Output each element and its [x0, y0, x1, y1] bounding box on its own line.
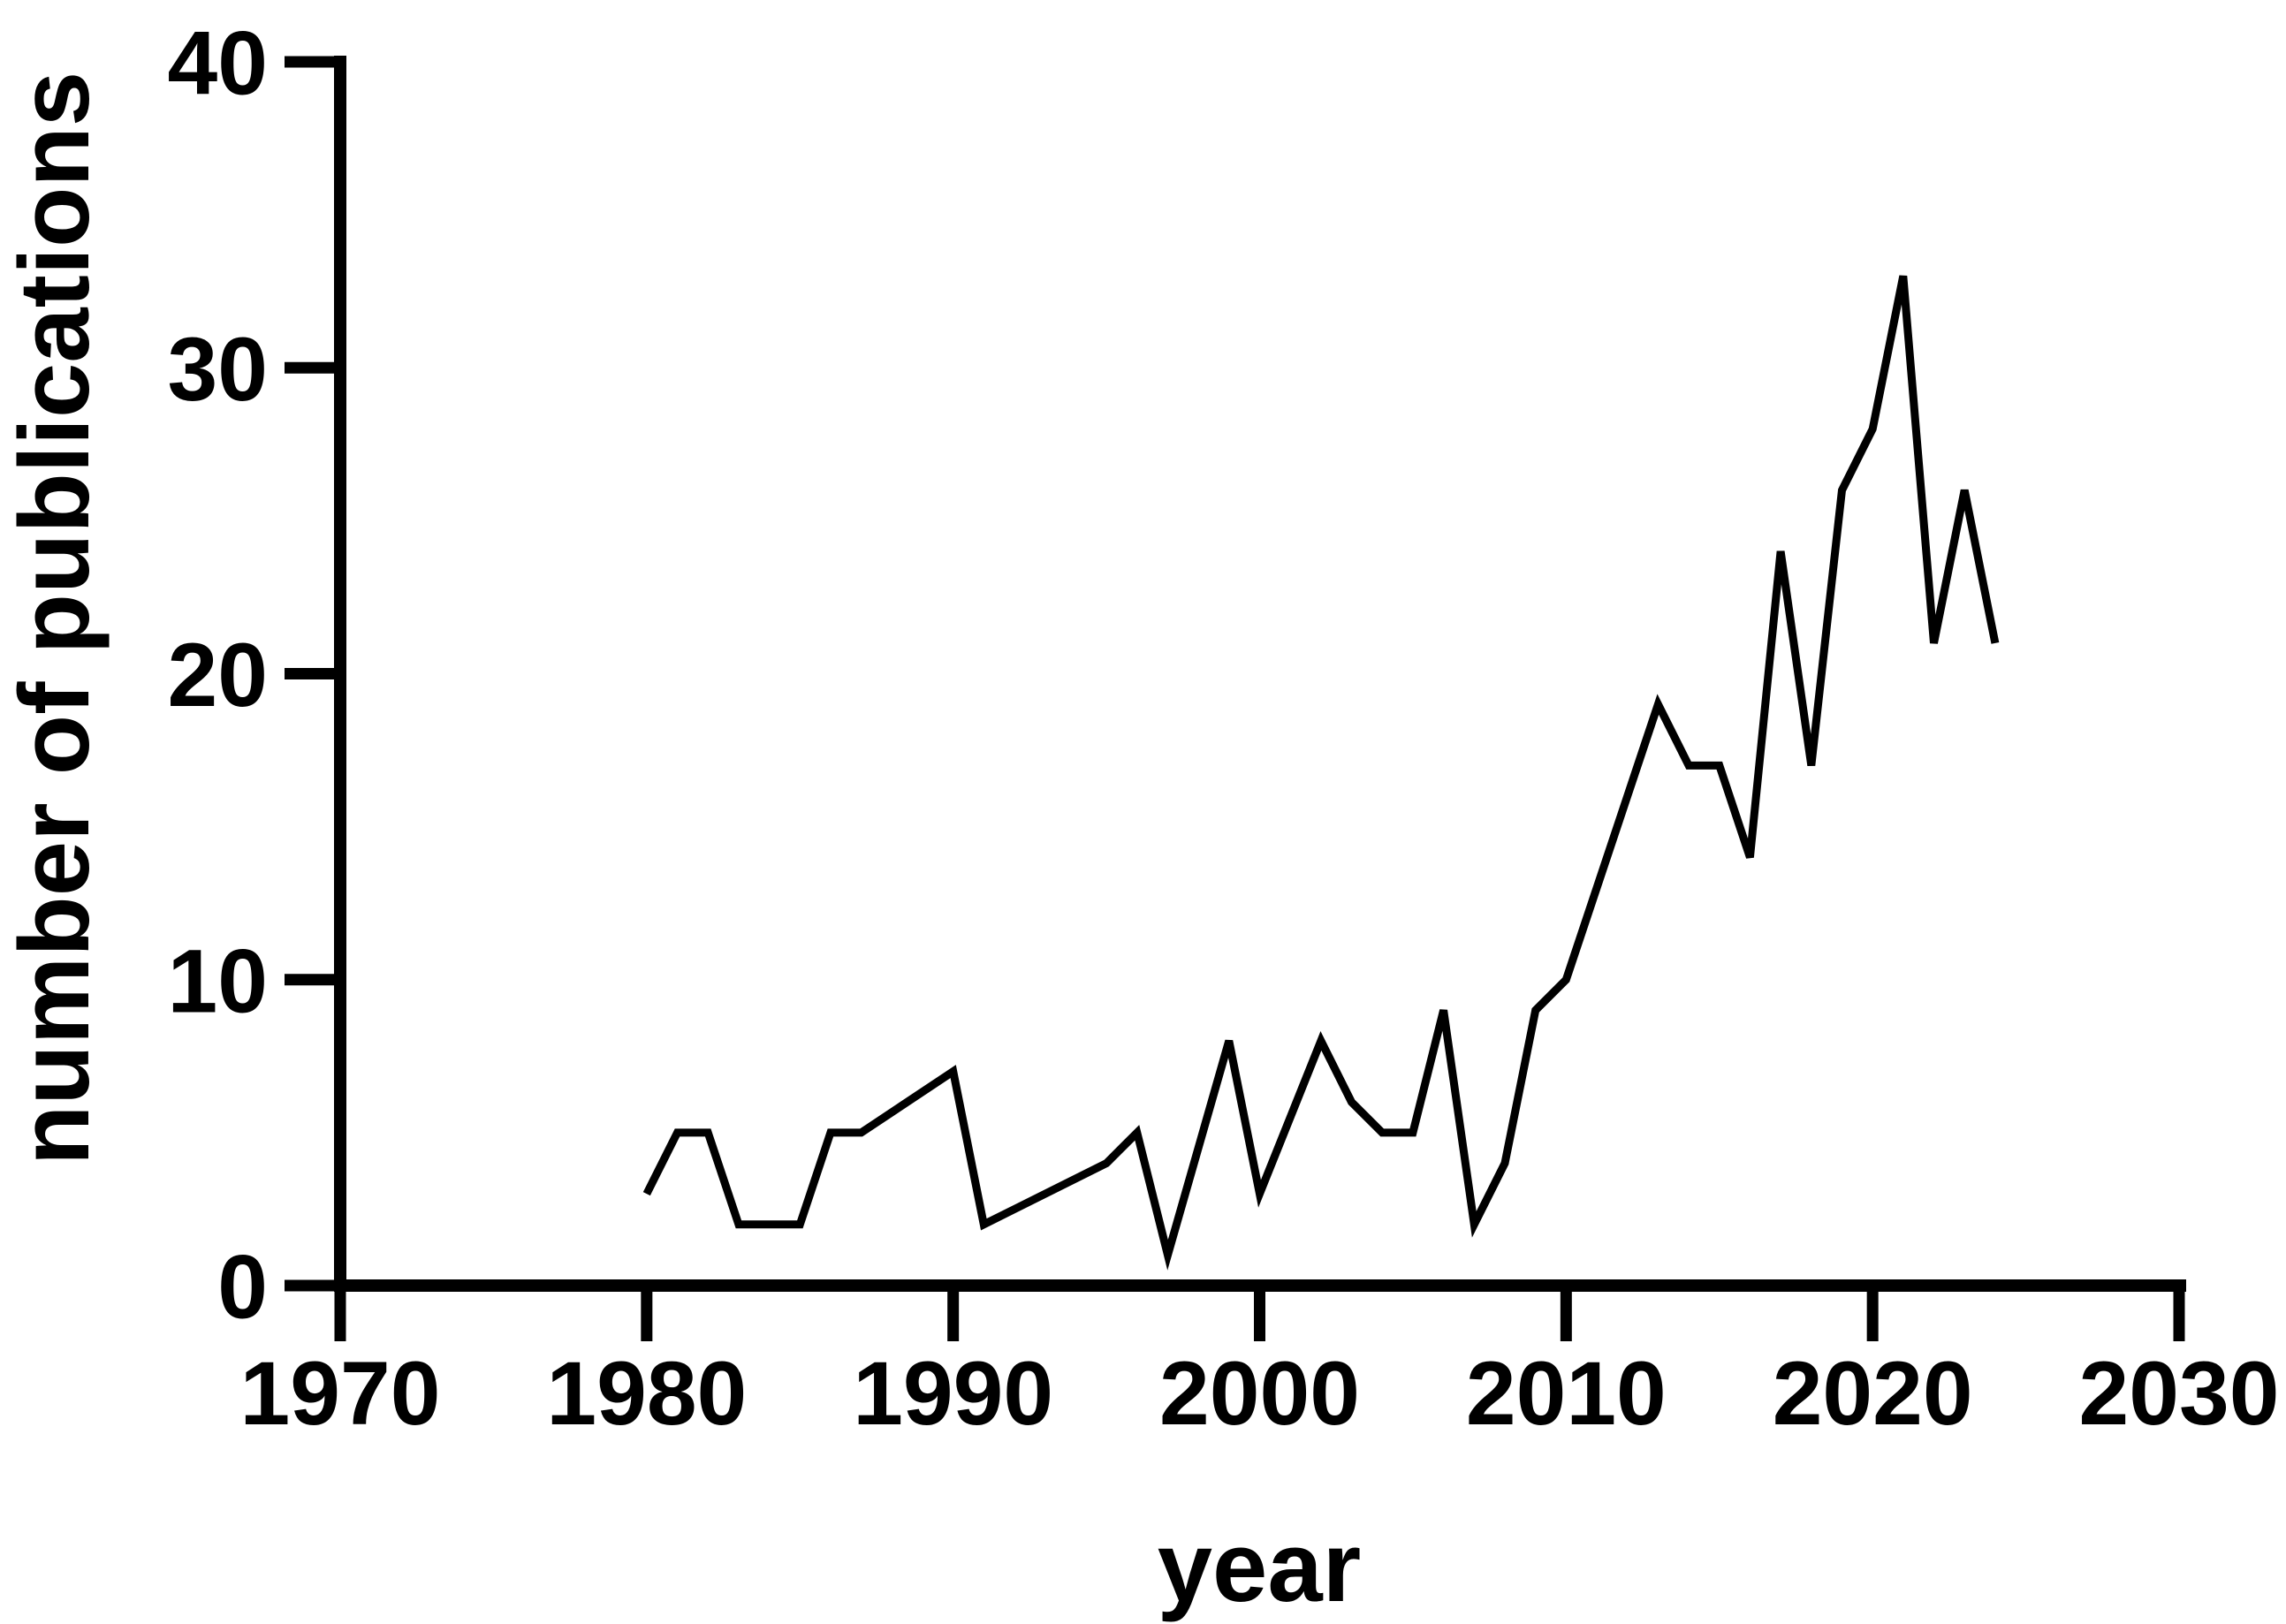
y-axis-title: number of publications [0, 72, 110, 1165]
x-axis-ticks: 1970 1980 1990 2000 2010 2020 2030 [240, 1281, 2280, 1444]
y-tick-label: 0 [217, 1237, 268, 1338]
x-tick-label: 1980 [546, 1343, 747, 1444]
y-tick-label: 20 [168, 625, 268, 725]
x-tick-label: 1970 [240, 1343, 441, 1444]
x-tick-label: 2000 [1159, 1343, 1360, 1444]
data-polyline [642, 275, 2000, 1271]
y-tick-label: 40 [168, 13, 268, 114]
x-tick-label: 2010 [1466, 1343, 1667, 1444]
x-tick-label: 1990 [853, 1343, 1053, 1444]
y-tick-label: 10 [168, 930, 268, 1031]
y-tick-label: 30 [168, 319, 268, 420]
x-tick-label: 2030 [2079, 1343, 2280, 1444]
y-axis-ticks: 0 10 20 30 40 [168, 13, 345, 1338]
x-axis-title: year [1158, 1512, 1361, 1622]
x-tick-label: 2020 [1773, 1343, 1973, 1444]
